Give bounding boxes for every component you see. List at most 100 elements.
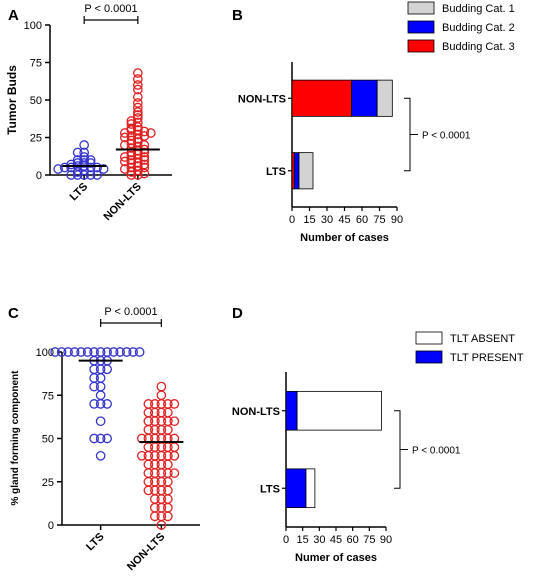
bar-segment (376, 79, 393, 117)
data-point (132, 84, 143, 95)
data-point (79, 147, 90, 158)
data-point (139, 168, 150, 179)
y-category-label: LTS (266, 166, 286, 178)
significance-bracket (394, 410, 401, 489)
data-point (169, 468, 180, 478)
data-point (95, 416, 106, 427)
data-point (121, 347, 132, 357)
data-point (150, 511, 160, 522)
data-point (169, 450, 180, 461)
data-point (132, 80, 143, 90)
bar-segment (291, 79, 352, 117)
data-point (132, 68, 143, 78)
legend-swatch (407, 39, 435, 53)
y-tick-label: 50 (30, 95, 42, 107)
data-point (89, 433, 99, 444)
data-point (156, 520, 167, 530)
data-point (119, 156, 130, 167)
p-value-annotation: P < 0.0001 (412, 446, 461, 457)
data-point (132, 117, 143, 128)
x-tick-label: 45 (338, 214, 350, 226)
data-point (79, 170, 90, 180)
data-point (126, 170, 137, 180)
panel-letter-c: C (8, 305, 19, 322)
data-point (95, 450, 106, 461)
bar-segment (305, 468, 316, 509)
x-category-label: NON-LTS (125, 531, 167, 573)
x-tick-label: 60 (347, 534, 359, 546)
y-tick-label: 0 (48, 520, 54, 532)
data-point (95, 390, 106, 401)
x-tick-label: 75 (363, 534, 375, 546)
x-axis-title: Numer of cases (295, 552, 377, 564)
data-point (63, 347, 73, 357)
y-axis-title: Tumor Buds (5, 65, 19, 135)
legend-label: Budding Cat. 3 (442, 41, 515, 53)
data-point (72, 170, 83, 180)
y-tick-label: 100 (24, 20, 42, 32)
y-tick-label: 0 (36, 170, 42, 182)
data-point (92, 162, 103, 173)
data-point (69, 347, 80, 357)
data-point (95, 433, 106, 444)
panel-c-scatter: 0 25 50 75 100 LTS NON-LTS % gland forming comp… (10, 306, 200, 573)
panel-letter-d: D (232, 305, 243, 322)
data-point (126, 147, 137, 158)
x-tick-label: 15 (297, 534, 309, 546)
y-axis-title: % gland forming component (10, 370, 21, 506)
data-point (102, 433, 112, 444)
x-axis-title: Number of cases (300, 232, 389, 244)
data-point (59, 162, 70, 173)
legend-label: TLT ABSENT (450, 333, 515, 345)
bar-segment (285, 468, 307, 509)
panel-a-scatter: 0 25 50 75 100 LTS NON-LTS Tumor Buds P < 0.0001 (5, 3, 172, 223)
y-category-label: NON-LTS (238, 93, 286, 105)
data-point (132, 158, 143, 168)
x-tick-label: 0 (289, 214, 295, 226)
data-point (132, 107, 143, 117)
bar-segment (351, 79, 378, 117)
data-point (82, 347, 93, 357)
bar-segment (293, 152, 300, 190)
data-point (132, 110, 143, 120)
x-tick-label: 0 (283, 534, 289, 546)
data-point (169, 416, 180, 427)
legend-label: Budding Cat. 1 (442, 3, 515, 15)
x-tick-label: 45 (330, 534, 342, 546)
y-category-label: LTS (260, 483, 280, 495)
legend-swatch (407, 1, 435, 15)
x-tick-label: 15 (303, 214, 315, 226)
data-point (132, 92, 143, 102)
data-point (132, 129, 143, 140)
significance-bracket (404, 97, 411, 172)
data-point (143, 485, 154, 496)
data-point (108, 347, 119, 357)
data-point (79, 140, 90, 150)
x-category-label: NON-LTS (101, 181, 143, 223)
data-point (126, 135, 137, 146)
bar-segment (298, 152, 314, 190)
data-point (128, 347, 138, 357)
data-point (132, 74, 143, 84)
legend-swatch (415, 331, 443, 345)
legend-swatch (407, 20, 435, 34)
x-tick-label: 90 (391, 214, 403, 226)
p-value-annotation: P < 0.0001 (422, 131, 471, 142)
x-category-label: LTS (84, 531, 107, 554)
data-point (72, 147, 83, 158)
data-point (132, 146, 143, 156)
data-point (89, 399, 99, 409)
x-tick-label: 30 (313, 534, 325, 546)
data-point (156, 390, 167, 401)
y-category-label: NON-LTS (232, 406, 280, 418)
data-point (66, 170, 77, 180)
data-point (115, 347, 125, 357)
legend-swatch (415, 350, 443, 364)
p-value-annotation: P < 0.0001 (84, 3, 137, 15)
data-point (134, 347, 145, 357)
legend-label: Budding Cat. 2 (442, 22, 515, 34)
data-point (92, 170, 103, 180)
x-tick-label: 90 (380, 534, 392, 546)
y-tick-label: 75 (42, 390, 54, 402)
